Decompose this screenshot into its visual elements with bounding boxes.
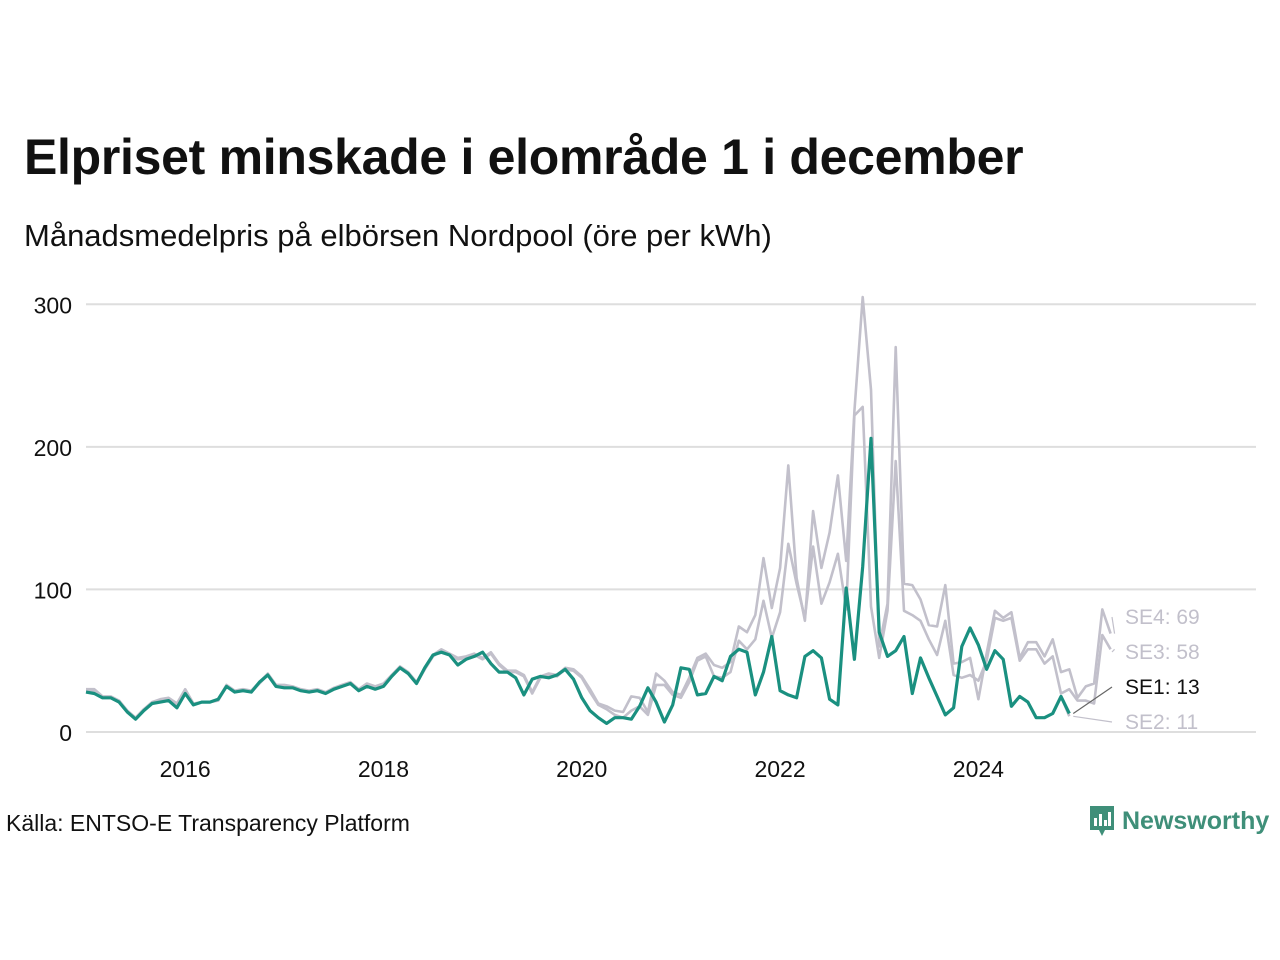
source-note: Källa: ENTSO-E Transparency Platform (6, 810, 410, 836)
y-tick-label: 200 (34, 435, 72, 461)
x-axis-ticks: 2016 2018 2020 2022 2024 (160, 756, 1005, 782)
y-axis-ticks: 0 100 200 300 (34, 292, 72, 746)
chart-title: Elpriset minskade i elområde 1 i decembe… (24, 129, 1024, 185)
y-tick-label: 0 (59, 720, 72, 746)
end-label-se3: SE3: 58 (1125, 641, 1200, 664)
series-line-se4 (86, 295, 1112, 720)
end-label-connector (1111, 648, 1116, 653)
end-label-connector (1072, 686, 1113, 714)
x-tick-label: 2016 (160, 756, 211, 782)
chart-subtitle: Månadsmedelpris på elbörsen Nordpool (ör… (24, 218, 772, 253)
end-label-connector (1073, 715, 1113, 723)
series-line-se1 (85, 436, 1071, 726)
end-labels: SE4: 69 SE3: 58 SE1: 13 SE2: 11 (1072, 606, 1200, 734)
newsworthy-logo-icon (1090, 806, 1114, 836)
grid-lines (86, 303, 1256, 733)
newsworthy-logo-text: Newsworthy (1122, 806, 1270, 835)
series-lines (85, 295, 1112, 726)
end-label-se1: SE1: 13 (1125, 676, 1200, 699)
x-tick-label: 2024 (953, 756, 1004, 782)
series-line-se2 (85, 436, 1071, 725)
newsworthy-logo: Newsworthy (1088, 804, 1269, 838)
x-tick-label: 2018 (358, 756, 409, 782)
end-label-connector (1111, 616, 1116, 634)
y-tick-label: 100 (34, 577, 72, 603)
x-tick-label: 2020 (556, 756, 607, 782)
y-tick-label: 300 (34, 292, 72, 318)
end-label-se4: SE4: 69 (1125, 606, 1200, 629)
x-tick-label: 2022 (754, 756, 805, 782)
end-label-se2: SE2: 11 (1125, 711, 1198, 734)
